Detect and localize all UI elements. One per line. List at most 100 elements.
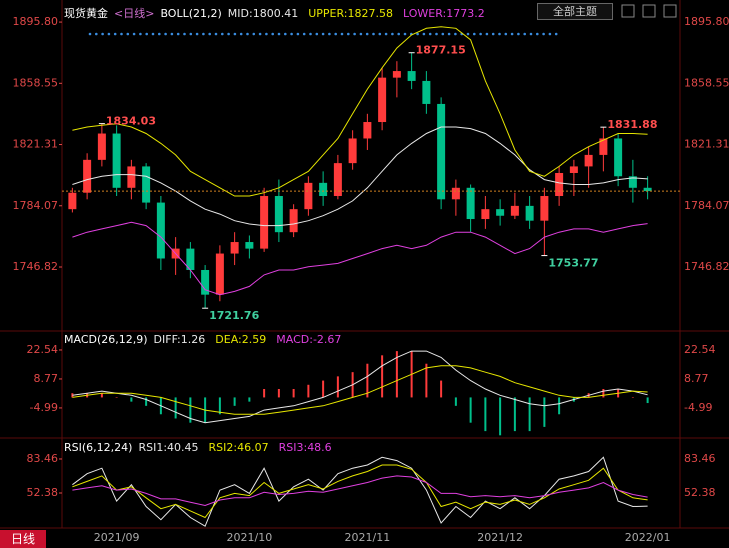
event-dot <box>265 32 268 36</box>
candle-body <box>599 138 608 155</box>
macd-bar <box>528 397 531 432</box>
event-dot <box>202 32 205 36</box>
candle-body <box>407 71 416 81</box>
event-dot <box>479 32 482 36</box>
period-label: <日线> <box>114 7 155 20</box>
event-dot <box>132 32 136 36</box>
event-dot <box>214 32 218 36</box>
event-dot <box>151 32 155 36</box>
y-tick-label: 83.46 <box>684 452 716 465</box>
event-dot <box>359 32 363 36</box>
legend-name: RSI1: <box>138 441 168 454</box>
event-dot <box>504 32 508 36</box>
event-dot <box>416 32 419 36</box>
event-dot <box>365 32 369 36</box>
legend-name: RSI2: <box>208 441 238 454</box>
y-tick-label: 1895.80 <box>13 15 59 28</box>
event-dot <box>340 32 344 36</box>
event-dot <box>296 32 300 36</box>
event-dot <box>120 32 123 36</box>
event-dot <box>491 32 495 36</box>
event-dot <box>284 32 287 36</box>
event-dot <box>158 32 161 36</box>
event-dot <box>328 32 331 36</box>
event-dot <box>473 32 476 36</box>
period-button[interactable]: 日线 <box>0 530 46 548</box>
legend-name: RSI3: <box>278 441 308 454</box>
macd-bar <box>174 397 177 419</box>
y-tick-label: 1858.55 <box>684 76 729 89</box>
candle-body <box>540 196 549 221</box>
indicator-line <box>72 475 648 507</box>
toolbar-icon <box>642 4 656 18</box>
candle-body <box>127 166 136 188</box>
candle-body <box>481 209 490 220</box>
event-dot <box>548 32 552 36</box>
low-label: 1721.76 <box>209 309 259 322</box>
candle-body <box>68 192 77 210</box>
candle-body <box>451 187 460 200</box>
legend-name: LOWER: <box>402 7 447 20</box>
event-dot <box>441 32 445 36</box>
event-dot <box>107 32 111 36</box>
event-dot <box>101 32 104 36</box>
legend-value: 48.6 <box>307 441 332 454</box>
indicator-line <box>72 456 648 527</box>
event-dot <box>183 32 186 36</box>
event-dot <box>529 32 533 36</box>
instrument-name: 现货黄金 <box>64 7 108 20</box>
event-dot <box>170 32 174 36</box>
candle-body <box>643 187 652 192</box>
event-dot <box>208 32 211 36</box>
event-dot <box>164 32 167 36</box>
event-dot <box>195 32 199 36</box>
macd-bar <box>145 397 148 406</box>
y-tick-label: 1858.55 <box>13 76 59 89</box>
candle-body <box>510 205 519 216</box>
event-dot <box>498 32 501 36</box>
indicator-line <box>72 26 648 197</box>
rsi-header: RSI(6,12,24) RSI1:40.45 RSI2:46.07 RSI3:48.… <box>64 441 342 454</box>
candle-body <box>215 253 224 295</box>
legend-value: 1827.58 <box>347 7 393 20</box>
event-dot <box>391 32 394 36</box>
event-dot <box>384 32 388 36</box>
candle-body <box>584 154 593 167</box>
macd-bar <box>218 397 221 415</box>
macd-bar <box>336 376 339 398</box>
low-label: 1753.77 <box>548 257 598 270</box>
event-dot <box>454 32 457 36</box>
macd-bar <box>233 397 236 406</box>
y-tick-label: 52.38 <box>684 486 716 499</box>
candle-body <box>260 196 269 249</box>
candle-body <box>466 187 475 220</box>
event-dot <box>271 32 275 36</box>
y-tick-label: 22.54 <box>27 343 59 356</box>
candle-body <box>274 196 283 233</box>
candle-body <box>363 122 372 139</box>
macd-bar <box>307 384 310 398</box>
macd-bar <box>130 397 133 402</box>
y-tick-label: 8.77 <box>34 372 59 385</box>
macd-bar <box>484 397 487 432</box>
event-dot <box>372 32 375 36</box>
event-dot <box>466 32 470 36</box>
toolbar-icon <box>621 4 635 18</box>
event-dot <box>378 32 382 36</box>
event-dot <box>277 32 281 36</box>
macd-bar <box>469 397 472 423</box>
macd-bar <box>425 363 428 398</box>
legend-name: MID: <box>227 7 253 20</box>
candle-body <box>614 138 623 177</box>
event-dot <box>422 32 426 36</box>
macd-bar <box>440 380 443 398</box>
theme-dropdown[interactable]: 全部主题 <box>537 3 613 20</box>
x-tick-label: 2021/11 <box>345 531 391 544</box>
legend-value: 1773.2 <box>446 7 485 20</box>
event-dot <box>397 32 401 36</box>
candle-body <box>245 242 254 249</box>
candle-body <box>230 242 239 254</box>
candle-body <box>142 166 151 203</box>
